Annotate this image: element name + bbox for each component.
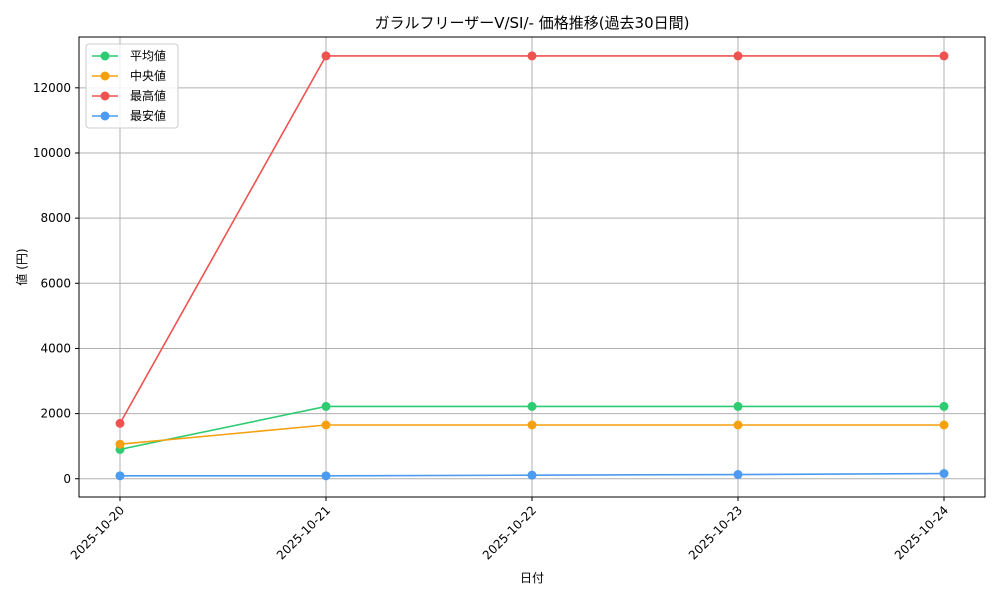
data-point: [939, 420, 949, 430]
data-point: [321, 471, 331, 481]
data-point: [527, 470, 537, 480]
data-point: [733, 470, 743, 480]
legend-marker: [100, 71, 110, 81]
data-point: [321, 401, 331, 411]
grid: [79, 37, 985, 497]
y-tick-label: 8000: [40, 211, 71, 225]
legend-label: 最安値: [130, 108, 166, 123]
y-tick-label: 4000: [40, 341, 71, 355]
y-axis-label: 値 (円): [14, 248, 29, 285]
data-point: [527, 51, 537, 61]
x-tick-label: 2025-10-24: [892, 503, 951, 562]
legend-label: 最高値: [130, 88, 166, 103]
data-point: [733, 51, 743, 61]
chart-title: ガラルフリーザーV/SI/- 価格推移(過去30日間): [375, 14, 690, 32]
data-point: [733, 420, 743, 430]
y-tick-label: 0: [63, 472, 71, 486]
y-tick-label: 2000: [40, 407, 71, 421]
y-tick-label: 10000: [33, 146, 71, 160]
y-axis-ticks: 0 2000 4000 6000 8000 10000 12000: [33, 81, 79, 486]
x-tick-label: 2025-10-21: [274, 503, 333, 562]
x-axis-ticks: 2025-10-20 2025-10-21 2025-10-22 2025-10-23…: [68, 497, 951, 562]
x-tick-label: 2025-10-22: [480, 503, 539, 562]
data-point: [939, 469, 949, 479]
legend-label: 中央値: [130, 68, 166, 83]
y-tick-label: 6000: [40, 276, 71, 290]
data-point: [527, 401, 537, 411]
data-point: [321, 420, 331, 430]
series-layer: [115, 51, 949, 481]
legend-marker: [100, 111, 110, 121]
data-point: [527, 420, 537, 430]
legend-label: 平均値: [130, 48, 166, 63]
data-point: [939, 401, 949, 411]
data-point: [115, 471, 125, 481]
y-tick-label: 12000: [33, 81, 71, 95]
x-tick-label: 2025-10-20: [68, 503, 127, 562]
data-point: [733, 401, 743, 411]
data-point: [939, 51, 949, 61]
x-axis-label: 日付: [520, 571, 544, 585]
legend-marker: [100, 91, 110, 101]
legend-marker: [100, 51, 110, 61]
legend-box: [85, 43, 179, 129]
data-point: [321, 51, 331, 61]
data-point: [115, 439, 125, 449]
data-point: [115, 418, 125, 428]
x-tick-label: 2025-10-23: [686, 503, 745, 562]
